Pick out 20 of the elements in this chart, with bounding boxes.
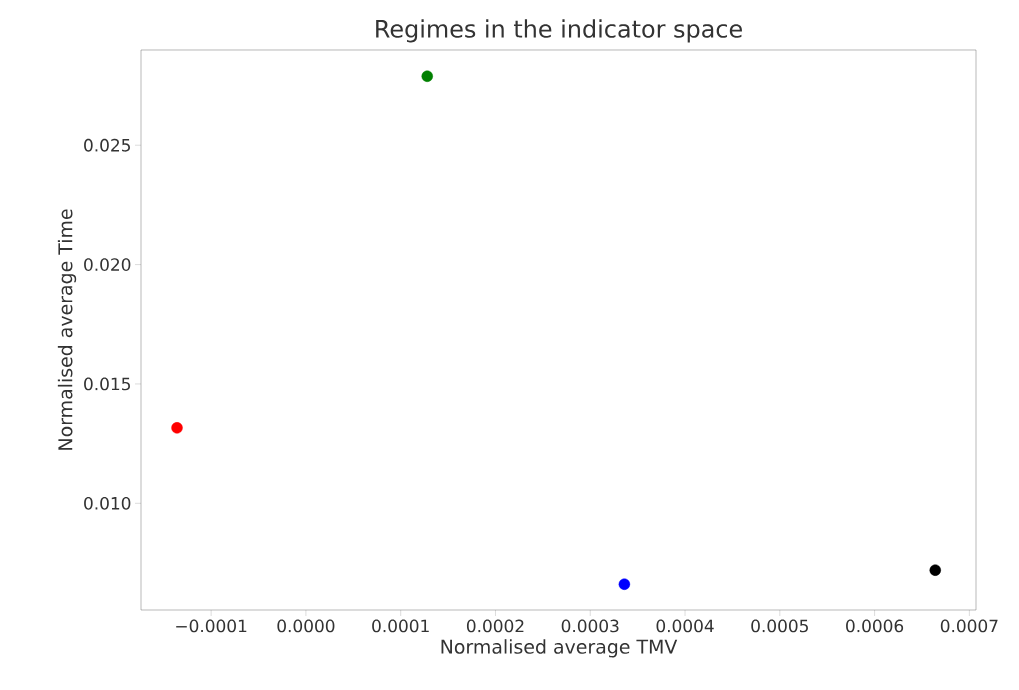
x-axis-title: Normalised average TMV (441, 639, 678, 658)
x-tick-label: 0.0003 (561, 619, 619, 633)
x-tick-label: 0.0001 (372, 619, 429, 633)
y-tick-label: 0.010 (84, 496, 131, 510)
x-tick-label: 0.0007 (940, 619, 998, 633)
y-axis-title: Normalised average Time (57, 209, 77, 450)
y-tick-label: 0.025 (84, 138, 130, 152)
point (421, 70, 433, 82)
x-tick-label: −0.0001 (176, 619, 247, 633)
chart-title: Regimes in the indicator space (376, 19, 742, 43)
y-tick-label: 0.020 (84, 258, 131, 271)
x-tick-label: 0.0004 (656, 619, 714, 633)
x-tick-label: 0.0002 (466, 619, 524, 633)
x-tick-label: 0.0000 (277, 619, 335, 633)
point (171, 422, 183, 434)
point (929, 564, 941, 576)
x-tick-label: 0.0005 (751, 619, 808, 633)
point (618, 578, 631, 590)
x-tick-label: 0.0006 (846, 619, 904, 633)
y-tick-label: 0.015 (84, 377, 130, 391)
